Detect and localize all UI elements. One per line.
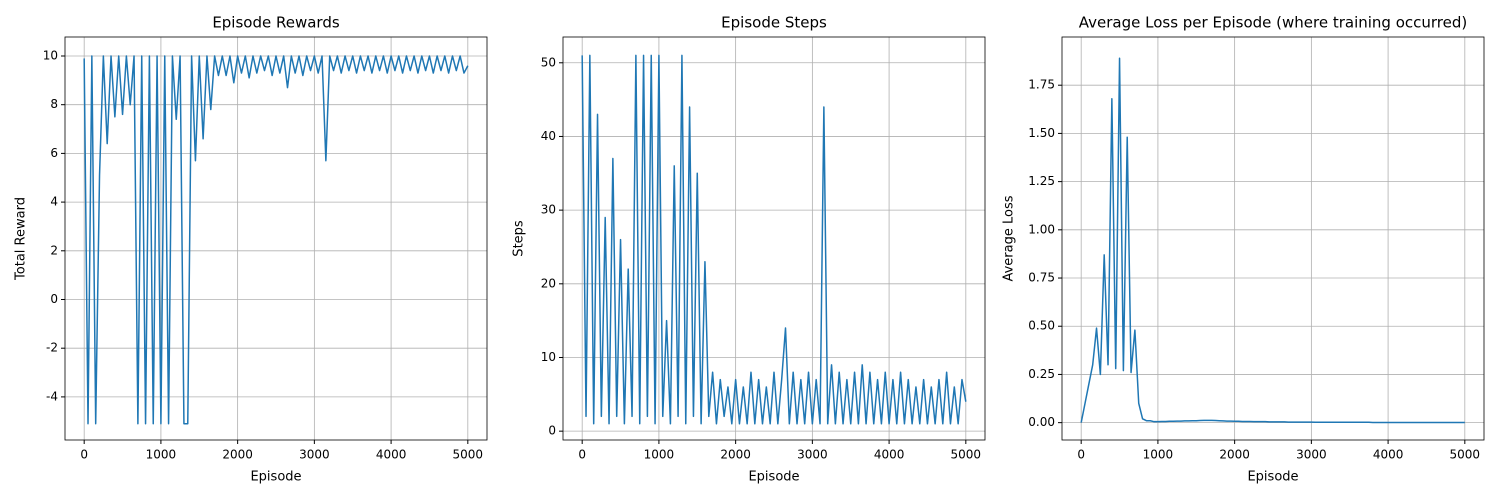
data-line	[83, 55, 469, 425]
x-tick-label: 5000	[1450, 448, 1481, 462]
x-tick-label: 5000	[453, 448, 484, 462]
y-tick-label: -4	[46, 389, 58, 403]
y-tick-label: 4	[50, 195, 58, 209]
y-tick-label: 6	[50, 146, 58, 160]
chart-title: Episode Rewards	[212, 14, 340, 32]
y-tick-label: 1.50	[1028, 126, 1055, 140]
y-tick-label: 0.50	[1028, 319, 1055, 333]
x-tick-label: 3000	[797, 448, 828, 462]
y-tick-label: 20	[541, 276, 556, 290]
y-axis-label: Steps	[512, 220, 527, 257]
x-tick-label: 0	[1077, 448, 1085, 462]
x-tick-label: 2000	[1219, 448, 1250, 462]
x-tick-label: 0	[80, 448, 88, 462]
x-tick-label: 1000	[644, 448, 675, 462]
data-line	[581, 54, 967, 425]
chart-title: Average Loss per Episode (where training…	[1079, 14, 1467, 32]
x-tick-label: 2000	[222, 448, 253, 462]
y-tick-label: 50	[541, 55, 556, 69]
y-tick-label: 0.25	[1028, 367, 1055, 381]
y-tick-label: 2	[50, 243, 58, 257]
y-tick-label: 1.25	[1028, 174, 1055, 188]
y-tick-label: 40	[541, 129, 556, 143]
x-tick-label: 4000	[874, 448, 905, 462]
x-tick-label: 1000	[1143, 448, 1174, 462]
chart-title: Episode Steps	[721, 14, 827, 32]
x-tick-label: 3000	[1296, 448, 1327, 462]
plot-frame	[1061, 36, 1485, 441]
y-tick-label: 8	[50, 97, 58, 111]
x-tick-label: 4000	[376, 448, 407, 462]
plot-frame	[64, 36, 488, 441]
x-tick-label: 0	[578, 448, 586, 462]
y-tick-label: 10	[43, 48, 58, 62]
y-tick-label: 10	[541, 350, 556, 364]
x-tick-label: 3000	[299, 448, 330, 462]
y-tick-label: -2	[46, 341, 58, 355]
y-tick-label: 0	[548, 424, 556, 438]
x-axis-label: Episode	[748, 470, 799, 485]
y-tick-label: 0.75	[1028, 271, 1055, 285]
y-tick-label: 0.00	[1028, 415, 1055, 429]
y-axis-label: Average Loss	[1002, 195, 1017, 281]
plot-frame	[562, 36, 986, 441]
y-tick-label: 0	[50, 292, 58, 306]
x-tick-label: 5000	[951, 448, 982, 462]
x-tick-label: 4000	[1373, 448, 1404, 462]
y-tick-label: 30	[541, 203, 556, 217]
x-axis-label: Episode	[1247, 470, 1298, 485]
y-tick-label: 1.00	[1028, 222, 1055, 236]
y-axis-label: Total Reward	[14, 197, 29, 281]
data-line	[1080, 57, 1465, 424]
x-axis-label: Episode	[250, 470, 301, 485]
x-tick-label: 1000	[146, 448, 177, 462]
x-tick-label: 2000	[720, 448, 751, 462]
y-tick-label: 1.75	[1028, 78, 1055, 92]
